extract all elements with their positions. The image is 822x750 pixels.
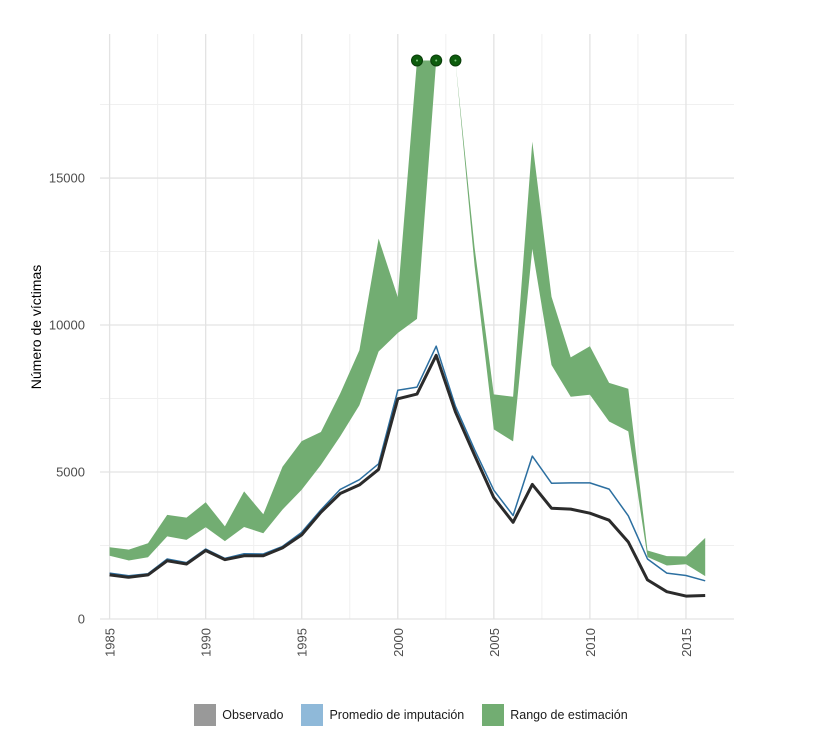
y-axis-title: Número de víctimas — [28, 265, 44, 389]
y-tick-labels: 0 5000 10000 15000 — [49, 171, 85, 627]
x-tick-label: 2000 — [391, 628, 406, 657]
observed-line — [109, 353, 706, 598]
series-line-layer — [109, 345, 706, 598]
legend: Observado Promedio de imputación Rango de … — [0, 704, 822, 726]
x-tick-label: 2015 — [679, 628, 694, 657]
legend-item: Rango de estimación — [482, 704, 628, 726]
capped-point-layer — [411, 54, 462, 67]
legend-item: Promedio de imputación — [301, 704, 464, 726]
estimation-range-band — [109, 60, 706, 577]
legend-label: Rango de estimación — [510, 708, 628, 722]
x-tick-label: 2010 — [583, 628, 598, 657]
y-tick-label: 15000 — [49, 171, 85, 186]
legend-key-swatch — [482, 704, 505, 726]
y-tick-label: 5000 — [56, 465, 85, 480]
x-tick-labels: 1985 1990 1995 2000 2005 2010 2015 — [103, 628, 694, 657]
legend-key-swatch — [301, 704, 324, 726]
x-tick-label: 1990 — [199, 628, 214, 657]
legend-item: Observado — [194, 704, 283, 726]
estimation-band-layer — [109, 60, 706, 577]
x-tick-label: 1995 — [295, 628, 310, 657]
legend-label: Promedio de imputación — [329, 708, 465, 722]
legend-label: Observado — [222, 708, 284, 722]
legend-key-swatch — [194, 704, 217, 726]
capped-point-center — [435, 59, 438, 62]
x-tick-label: 2005 — [487, 628, 502, 657]
capped-point-center — [416, 59, 418, 62]
y-tick-label: 0 — [78, 612, 85, 627]
y-tick-label: 10000 — [49, 318, 85, 333]
capped-point-center — [454, 59, 457, 62]
x-tick-label: 1985 — [103, 628, 118, 657]
